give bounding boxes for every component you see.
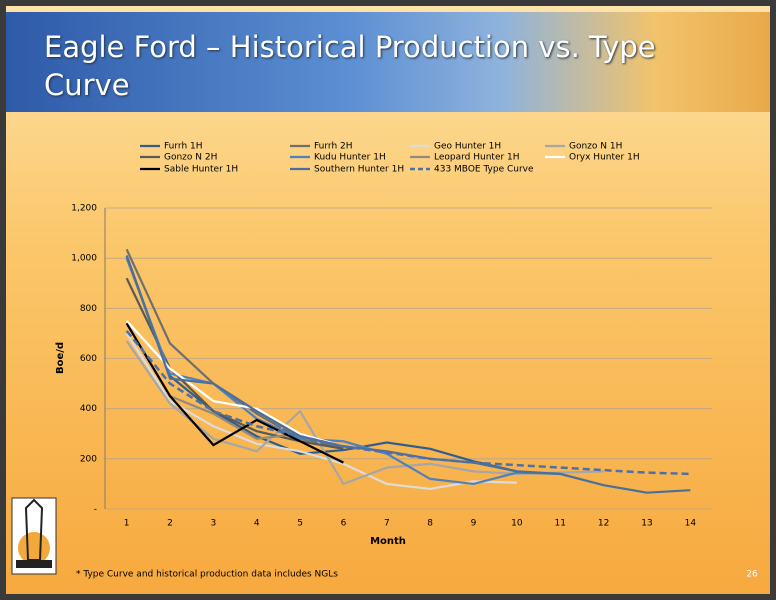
x-tick-label: 11	[555, 519, 566, 529]
x-tick-label: 3	[211, 519, 217, 529]
legend-label: Kudu Hunter 1H	[314, 153, 386, 163]
x-tick-label: 12	[598, 519, 609, 529]
x-tick-label: 6	[341, 519, 347, 529]
series-line	[125, 257, 561, 486]
header-banner	[6, 12, 770, 112]
y-tick-label: 200	[80, 454, 97, 464]
series-line	[125, 340, 604, 486]
footnote: * Type Curve and historical production d…	[76, 570, 338, 580]
series-line	[125, 322, 344, 464]
legend-label: Sable Hunter 1H	[164, 165, 238, 175]
legend-label: Southern Hunter 1H	[314, 165, 404, 175]
x-tick-label: 13	[641, 519, 652, 529]
y-tick-label: 400	[80, 404, 97, 414]
y-tick-label: -	[94, 505, 97, 515]
legend-label: 433 MBOE Type Curve	[434, 165, 534, 175]
legend-label: Oryx Hunter 1H	[569, 153, 640, 163]
x-tick-label: 5	[297, 519, 303, 529]
x-axis-label: Month	[370, 536, 406, 547]
x-tick-label: 9	[471, 519, 477, 529]
legend-label: Geo Hunter 1H	[434, 142, 501, 152]
series-line	[125, 332, 517, 491]
legend-label: Furrh 2H	[314, 142, 353, 152]
slide-title: Eagle Ford – Historical Production vs. T…	[44, 30, 656, 102]
x-tick-label: 8	[427, 519, 433, 529]
page-number: 26	[746, 570, 758, 580]
logo	[11, 497, 57, 575]
y-tick-label: 600	[80, 354, 97, 364]
x-tick-label: 4	[254, 519, 260, 529]
x-tick-label: 2	[167, 519, 173, 529]
y-axis-label: Boe/d	[55, 342, 66, 374]
y-tick-label: 1,000	[71, 254, 97, 264]
x-tick-label: 7	[384, 519, 390, 529]
legend-label: Furrh 1H	[164, 142, 203, 152]
legend-label: Leopard Hunter 1H	[434, 153, 520, 163]
y-tick-label: 800	[80, 304, 97, 314]
series-line	[125, 255, 691, 494]
x-tick-label: 14	[685, 519, 697, 529]
legend-label: Gonzo N 1H	[569, 142, 622, 152]
series-line	[125, 330, 691, 476]
legend-label: Gonzo N 2H	[164, 153, 217, 163]
slide: Eagle Ford – Historical Production vs. T…	[6, 6, 770, 594]
y-tick-label: 1,200	[71, 204, 97, 214]
x-tick-label: 1	[124, 519, 130, 529]
x-tick-label: 10	[511, 519, 523, 529]
